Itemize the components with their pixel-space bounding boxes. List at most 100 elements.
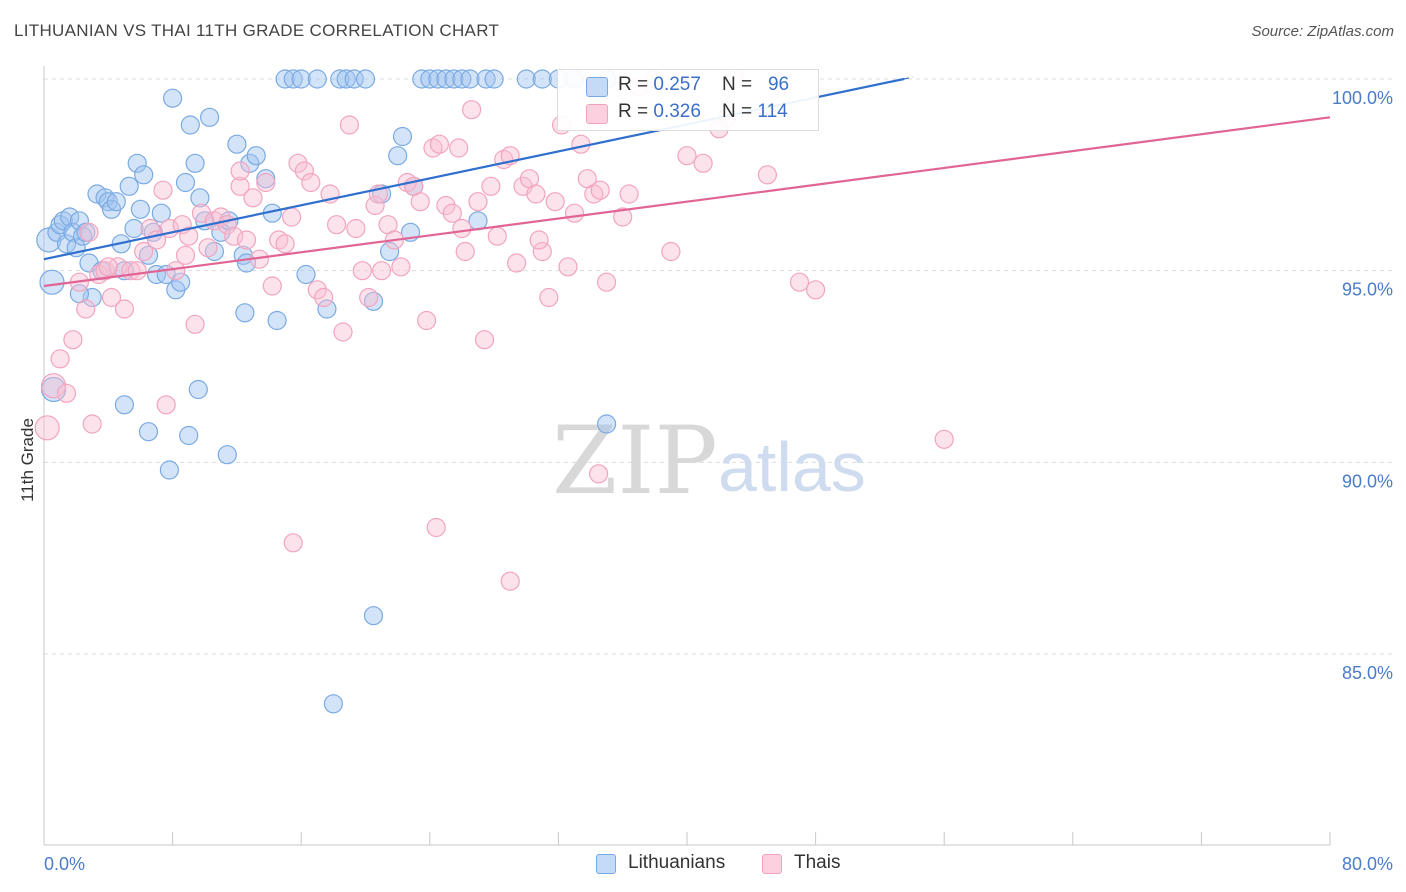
point-thais [487,226,507,246]
point-lithuanians [317,299,337,319]
point-thais [175,245,196,265]
y-tick-label: 100.0% [1332,88,1393,108]
point-thais [40,373,67,399]
point-lithuanians [56,234,77,254]
point-thais [558,257,578,277]
y-tick-label: 90.0% [1342,471,1393,491]
point-thais [661,241,681,262]
legend-r-label: R = [618,101,654,122]
point-lithuanians [39,269,65,295]
point-thais [56,383,77,403]
point-thais [224,226,244,246]
point-thais [283,533,303,553]
bottom-legend-swatch-thais [762,854,782,874]
point-thais [693,153,713,173]
point-lithuanians [436,69,456,89]
point-lithuanians [596,414,617,434]
point-lithuanians [175,172,196,193]
point-lithuanians [267,310,287,331]
point-lithuanians [428,69,448,89]
point-lithuanians [127,153,147,173]
bottom-legend-label: Thais [794,852,841,873]
point-thais [198,238,218,258]
point-thais [934,429,954,449]
point-lithuanians [138,422,159,442]
point-thais [532,241,552,262]
x-tick-label: 80.0% [1342,854,1393,874]
point-thais [314,287,334,308]
point-thais [98,257,118,277]
chart-title: LITHUANIAN VS THAI 11TH GRADE CORRELATIO… [14,21,500,40]
point-thais [455,241,475,262]
point-thais [185,314,205,334]
y-axis-title: 11th Grade [18,418,37,502]
point-lithuanians [217,445,237,465]
point-lithuanians [130,199,150,219]
point-lithuanians [190,188,210,208]
grid-lines [44,78,1392,655]
point-thais [179,226,199,246]
tick-labels: 85.0% 90.0% 95.0% 100.0% 0.0% 80.0% [44,88,1393,874]
point-thais [757,165,778,185]
point-thais [101,287,122,308]
point-thais [327,215,347,235]
point-lithuanians [246,146,266,166]
point-lithuanians [114,395,135,415]
point-thais [307,280,327,300]
point-thais [545,192,565,212]
point-thais [275,234,295,254]
point-thais [474,330,495,350]
point-lithuanians [171,272,191,292]
point-thais [526,184,546,204]
watermark-zip: ZIP [552,407,718,516]
trendline-thais [43,116,1331,288]
point-thais [50,349,70,369]
point-lithuanians [200,107,220,127]
point-thais [588,464,609,484]
point-thais [500,571,520,591]
point-thais [134,241,154,262]
point-thais [359,287,379,308]
point-lithuanians [460,69,480,89]
point-thais [442,203,462,223]
point-thais [79,222,99,242]
point-lithuanians [336,69,356,89]
point-thais [571,134,591,154]
point-thais [34,415,60,441]
point-thais [613,207,633,227]
point-thais [156,395,176,415]
watermark-atlas: atlas [718,428,866,506]
point-lithuanians [275,69,295,89]
point-thais [282,207,302,227]
point-lithuanians [106,192,126,212]
bottom-legend-swatch-lithuanians [596,854,616,874]
point-lithuanians [532,69,552,89]
point-lithuanians [452,69,472,89]
point-thais [166,261,186,281]
point-thais [262,276,282,296]
source-label: Source: ZipAtlas.com [1251,23,1394,40]
point-lithuanians [516,69,536,89]
point-lithuanians [344,69,364,89]
point-lithuanians [380,241,400,262]
point-lithuanians [291,69,311,89]
point-thais [529,230,549,250]
point-lithuanians [119,176,139,196]
point-thais [564,203,585,223]
legend-n-label: N = [722,74,758,95]
axes [43,66,1331,846]
point-lithuanians [388,146,408,166]
point-thais [346,218,366,239]
point-thais [153,180,173,200]
point-thais [352,261,372,281]
y-tick-label: 95.0% [1342,280,1393,300]
legend-r-value: 0.257 [653,74,701,95]
point-thais [436,195,456,216]
point-thais [63,330,83,350]
point-lithuanians [330,69,350,89]
point-lithuanians [420,69,440,89]
point-thais [468,192,488,212]
point-thais [789,272,810,292]
point-thais [339,115,359,135]
